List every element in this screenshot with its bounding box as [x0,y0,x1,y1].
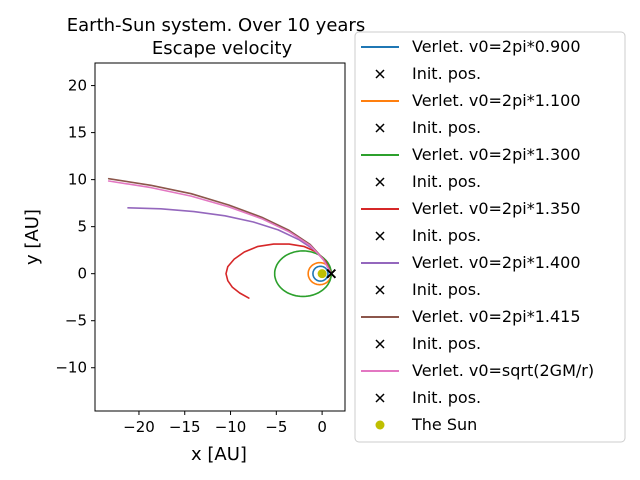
y-tick-label: 15 [68,124,87,142]
x-tick-label: −15 [169,418,201,436]
y-tick-label: −5 [65,312,87,330]
series-7-line [107,180,333,275]
legend-label: Init. pos. [412,172,481,191]
series-1-line [312,265,329,282]
legend-entry: Verlet. v0=2pi*1.100 [361,91,581,110]
legend-entry: Init. pos. [375,388,481,407]
legend-entry: Init. pos. [375,64,481,83]
chart-title-line-1: Earth-Sun system. Over 10 years [67,15,365,36]
legend-x-marker [375,285,385,295]
init-pos-marker-7 [326,269,336,279]
x-tick-label: −20 [123,418,155,436]
legend-dot-marker [375,420,385,430]
legend-label: Verlet. v0=2pi*0.900 [412,37,581,56]
legend-x-marker [375,393,385,403]
chart-title-line-2: Escape velocity [152,38,293,59]
legend-x-marker [375,231,385,241]
legend-label: Init. pos. [412,280,481,299]
plot-frame [94,62,346,412]
y-tick-label: 0 [77,265,87,283]
plot-area [107,177,336,299]
y-tick-label: 20 [68,77,87,95]
y-axis: −10 −5 0 5 10 15 20 [55,77,95,377]
legend-entry: Init. pos. [375,226,481,245]
legend-entry: Init. pos. [375,172,481,191]
y-tick-label: 5 [77,218,87,236]
legend-entry: Verlet. v0=2pi*1.300 [361,145,581,164]
y-axis-label: y [AU] [22,209,43,265]
series-6-line [107,177,333,275]
x-axis-label: x [AU] [191,444,247,465]
legend-entry: Verlet. v0=2pi*1.400 [361,253,581,272]
y-tick-label: −10 [55,359,87,377]
series-4-line [225,243,333,299]
legend-x-marker [375,69,385,79]
x-tick-label: −10 [215,418,247,436]
legend-label: Init. pos. [412,388,481,407]
legend-x-marker [375,123,385,133]
x-axis: −20 −15 −10 −5 0 [123,411,327,436]
series-3-line [273,250,333,298]
legend-label: Init. pos. [412,64,481,83]
legend-label: Verlet. v0=2pi*1.300 [412,145,581,164]
legend-entry: The Sun [375,415,477,434]
legend-entry: Verlet. v0=2pi*0.900 [361,37,581,56]
legend-label: The Sun [411,415,477,434]
legend-label: Verlet. v0=2pi*1.350 [412,199,581,218]
y-tick-label: 10 [68,171,87,189]
legend-entry: Verlet. v0=sqrt(2GM/r) [361,361,594,380]
legend: Verlet. v0=2pi*0.900 Init. pos. Verlet. v0… [354,31,626,443]
legend-entry: Init. pos. [375,118,481,137]
legend-x-marker [375,339,385,349]
legend-entry: Verlet. v0=2pi*1.350 [361,199,581,218]
legend-x-marker [375,177,385,187]
legend-label: Verlet. v0=2pi*1.400 [412,253,581,272]
legend-label: Verlet. v0=sqrt(2GM/r) [412,361,594,380]
legend-label: Init. pos. [412,118,481,137]
x-tick-label: −5 [265,418,287,436]
sun-marker [317,269,327,279]
legend-entry: Init. pos. [375,280,481,299]
x-tick-label: 0 [317,418,327,436]
legend-label: Init. pos. [412,226,481,245]
legend-entry: Verlet. v0=2pi*1.415 [361,307,581,326]
legend-entry: Init. pos. [375,334,481,353]
legend-box [354,31,626,443]
legend-label: Verlet. v0=2pi*1.415 [412,307,581,326]
legend-label: Init. pos. [412,334,481,353]
legend-label: Verlet. v0=2pi*1.100 [412,91,581,110]
